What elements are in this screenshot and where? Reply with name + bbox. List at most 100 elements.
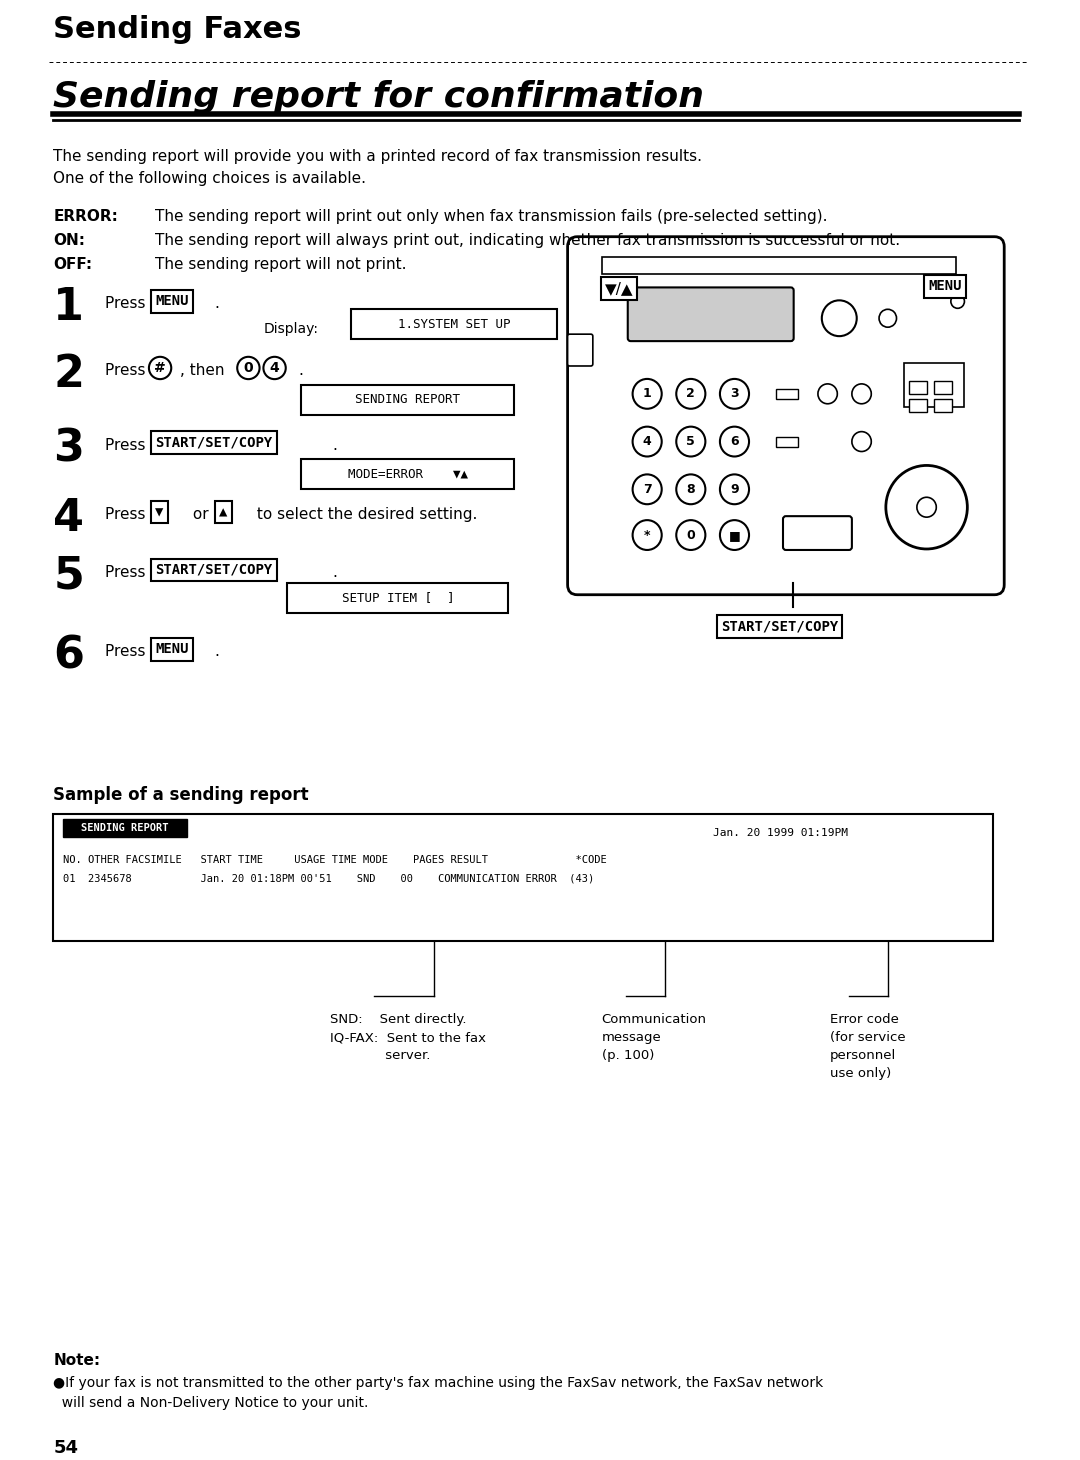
Text: will send a Non-Delivery Notice to your unit.: will send a Non-Delivery Notice to your … [53, 1396, 368, 1410]
Text: Press: Press [105, 507, 150, 523]
Text: 3: 3 [730, 387, 739, 400]
FancyBboxPatch shape [909, 381, 927, 394]
Text: 6: 6 [730, 435, 739, 448]
Text: The sending report will print out only when fax transmission fails (pre-selected: The sending report will print out only w… [156, 209, 827, 223]
Text: ●If your fax is not transmitted to the other party's fax machine using the FaxSa: ●If your fax is not transmitted to the o… [53, 1377, 824, 1390]
Circle shape [917, 498, 936, 517]
Text: #: # [154, 361, 166, 375]
Text: Press: Press [105, 296, 150, 311]
Text: 4: 4 [270, 361, 280, 375]
Text: The sending report will provide you with a printed record of fax transmission re: The sending report will provide you with… [53, 149, 702, 164]
Circle shape [950, 295, 964, 308]
Text: The sending report will not print.: The sending report will not print. [156, 257, 407, 272]
Text: or: or [188, 507, 214, 523]
Circle shape [633, 520, 662, 550]
Text: 3: 3 [53, 428, 84, 470]
Text: 4: 4 [643, 435, 651, 448]
Circle shape [676, 380, 705, 409]
Text: 2: 2 [687, 387, 696, 400]
Text: 1: 1 [53, 286, 84, 330]
Text: 54: 54 [53, 1440, 79, 1457]
FancyBboxPatch shape [63, 819, 187, 838]
Circle shape [879, 310, 896, 327]
Text: Communication
message
(p. 100): Communication message (p. 100) [602, 1013, 706, 1063]
Text: START/SET/COPY: START/SET/COPY [156, 435, 272, 450]
Text: NO. OTHER FACSIMILE   START TIME     USAGE TIME MODE    PAGES RESULT            : NO. OTHER FACSIMILE START TIME USAGE TIM… [63, 856, 607, 866]
FancyBboxPatch shape [904, 364, 964, 407]
Text: 9: 9 [730, 483, 739, 496]
Text: Sending report for confirmation: Sending report for confirmation [53, 79, 704, 114]
Text: 7: 7 [643, 483, 651, 496]
Text: Press: Press [105, 364, 150, 378]
Circle shape [852, 384, 872, 404]
Circle shape [676, 520, 705, 550]
Text: 1: 1 [643, 387, 651, 400]
Text: 4: 4 [53, 498, 84, 540]
Text: Jan. 20 1999 01:19PM: Jan. 20 1999 01:19PM [713, 828, 848, 838]
Circle shape [886, 466, 968, 549]
Text: .: . [215, 644, 219, 660]
Text: ▼: ▼ [156, 505, 163, 520]
Text: , then: , then [180, 364, 230, 378]
FancyBboxPatch shape [568, 334, 593, 366]
Circle shape [633, 380, 662, 409]
FancyBboxPatch shape [53, 813, 993, 940]
Text: .: . [215, 296, 219, 311]
Text: to select the desired setting.: to select the desired setting. [253, 507, 477, 523]
Text: ■: ■ [729, 529, 741, 542]
Circle shape [822, 301, 856, 336]
FancyBboxPatch shape [300, 460, 514, 489]
Text: ▲: ▲ [219, 505, 228, 520]
Text: 5: 5 [53, 555, 84, 599]
FancyBboxPatch shape [287, 583, 509, 613]
Text: .: . [333, 565, 338, 580]
Circle shape [720, 474, 750, 504]
FancyBboxPatch shape [627, 288, 794, 342]
FancyBboxPatch shape [934, 381, 951, 394]
Text: .: . [333, 438, 338, 453]
Text: START/SET/COPY: START/SET/COPY [720, 619, 838, 634]
Text: 2: 2 [53, 353, 84, 396]
Text: OFF:: OFF: [53, 257, 93, 272]
Text: Sample of a sending report: Sample of a sending report [53, 785, 309, 803]
FancyBboxPatch shape [934, 399, 951, 412]
Text: 8: 8 [687, 483, 696, 496]
Text: START/SET/COPY: START/SET/COPY [156, 564, 272, 577]
Text: SND:    Sent directly.
IQ-FAX:  Sent to the fax
             server.: SND: Sent directly. IQ-FAX: Sent to the … [329, 1013, 486, 1063]
Circle shape [676, 426, 705, 457]
Text: Display:: Display: [264, 323, 319, 336]
Text: 01  2345678           Jan. 20 01:18PM 00'51    SND    00    COMMUNICATION ERROR : 01 2345678 Jan. 20 01:18PM 00'51 SND 00 … [63, 873, 594, 883]
Text: *: * [644, 529, 650, 542]
FancyBboxPatch shape [777, 388, 797, 399]
Text: MENU: MENU [929, 279, 962, 293]
Text: Sending Faxes: Sending Faxes [53, 15, 302, 44]
Text: MENU: MENU [156, 295, 189, 308]
Circle shape [676, 474, 705, 504]
FancyBboxPatch shape [777, 437, 797, 447]
FancyBboxPatch shape [568, 237, 1004, 594]
Text: SETUP ITEM [  ]: SETUP ITEM [ ] [341, 591, 454, 604]
Text: MODE=ERROR    ▼▲: MODE=ERROR ▼▲ [348, 467, 468, 480]
Circle shape [720, 380, 750, 409]
FancyBboxPatch shape [909, 399, 927, 412]
Text: 0: 0 [244, 361, 253, 375]
Circle shape [633, 474, 662, 504]
Text: MENU: MENU [156, 642, 189, 657]
Text: .: . [299, 364, 303, 378]
Text: 5: 5 [687, 435, 696, 448]
FancyBboxPatch shape [300, 385, 514, 415]
Text: The sending report will always print out, indicating whether fax transmission is: The sending report will always print out… [156, 232, 901, 248]
Text: 6: 6 [53, 635, 84, 677]
Circle shape [633, 426, 662, 457]
Text: SENDING REPORT: SENDING REPORT [355, 393, 460, 406]
Text: SENDING REPORT: SENDING REPORT [81, 823, 168, 834]
Text: Press: Press [105, 565, 150, 580]
Text: ON:: ON: [53, 232, 85, 248]
Text: Press: Press [105, 644, 150, 660]
FancyBboxPatch shape [783, 517, 852, 550]
Text: 1.SYSTEM SET UP: 1.SYSTEM SET UP [397, 318, 511, 331]
Circle shape [720, 520, 750, 550]
Text: ▼/▲: ▼/▲ [605, 280, 633, 296]
Circle shape [818, 384, 837, 404]
FancyBboxPatch shape [351, 310, 557, 339]
